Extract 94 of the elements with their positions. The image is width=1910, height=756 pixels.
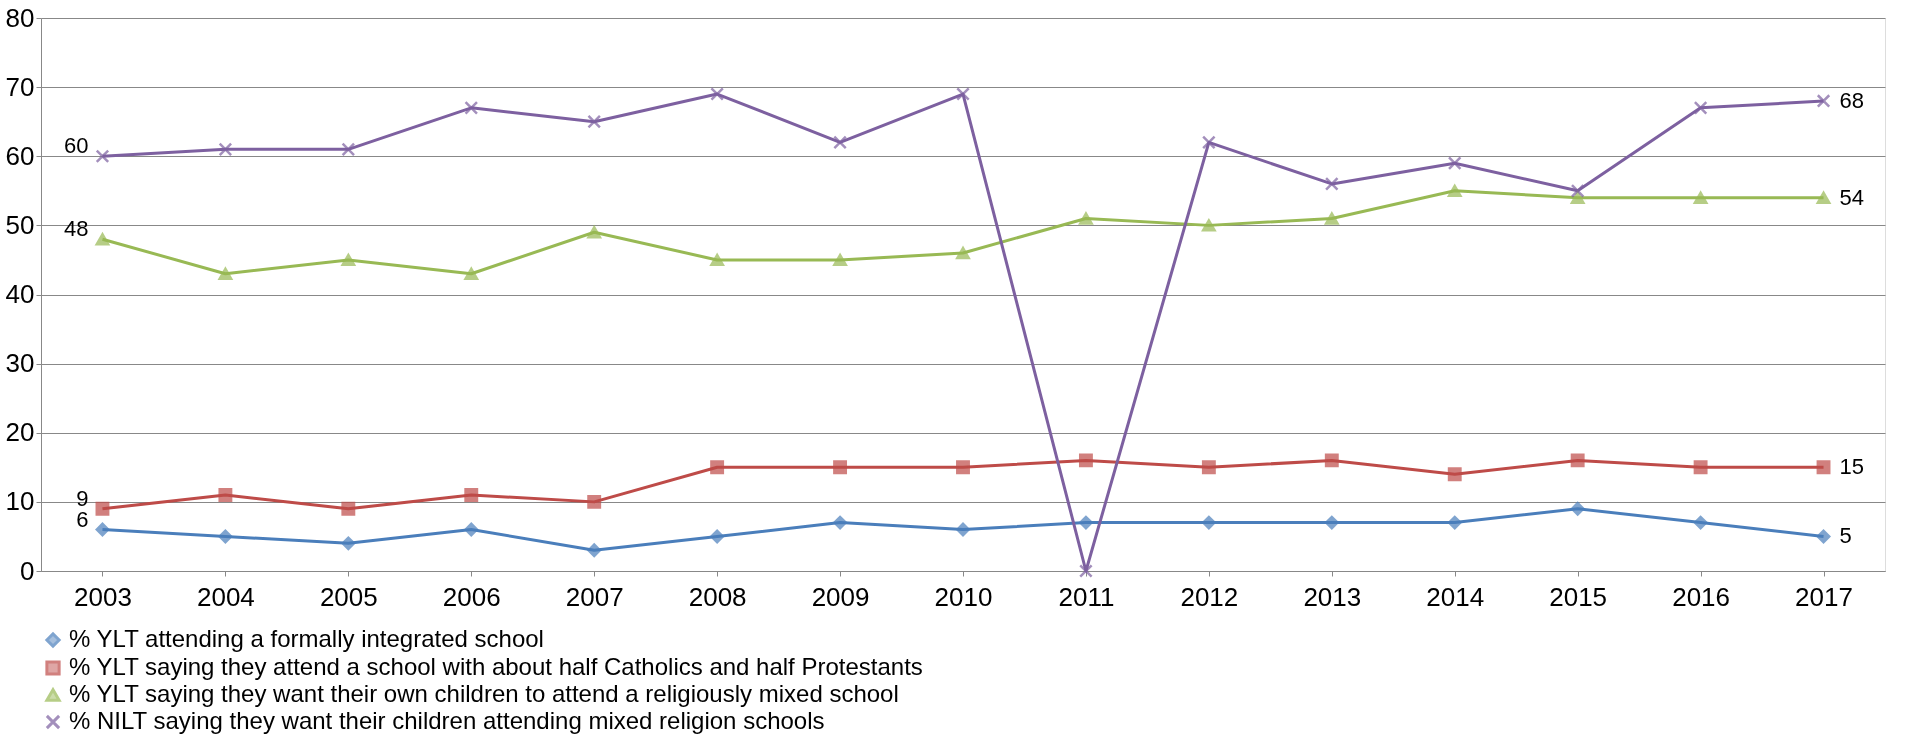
point <box>1447 156 1462 171</box>
point <box>218 267 233 280</box>
x-tick-label: 2015 <box>1549 581 1608 612</box>
point <box>464 100 479 115</box>
point <box>1324 453 1339 468</box>
x-tick-label: 2011 <box>1058 581 1115 612</box>
y-tick-label: 40 <box>5 279 35 309</box>
legend-label: % YLT saying they want their own children to attend a religiously mixed school <box>69 680 899 707</box>
point <box>710 87 725 101</box>
point <box>1324 515 1339 530</box>
point <box>341 253 356 267</box>
point <box>1816 529 1831 544</box>
y-tick-label: 30 <box>5 348 35 379</box>
point <box>1693 100 1708 115</box>
point <box>956 87 970 101</box>
data-label: 5 <box>1839 523 1852 549</box>
data-label: 15 <box>1839 454 1865 480</box>
point <box>1816 460 1831 475</box>
x-tick-label: 2009 <box>811 581 870 612</box>
point <box>1324 176 1339 191</box>
data-label: 54 <box>1839 184 1865 210</box>
x-tick-label: 2007 <box>565 581 624 612</box>
point <box>1693 191 1708 204</box>
point <box>464 522 479 537</box>
legend-label: % YLT saying they attend a school with about half Catholics and half Protestants <box>69 653 923 680</box>
data-label: 48 <box>63 216 89 242</box>
y-tick-label: 0 <box>20 555 35 586</box>
point <box>833 135 848 150</box>
data-label: 60 <box>63 133 89 159</box>
point <box>833 515 848 530</box>
point <box>95 501 110 516</box>
point <box>587 494 602 509</box>
point <box>1693 515 1708 530</box>
point <box>1078 515 1093 530</box>
point <box>1447 184 1462 197</box>
point <box>1201 460 1216 475</box>
point <box>1201 515 1216 530</box>
point <box>710 460 725 475</box>
point <box>464 267 479 280</box>
x-tick-label: 2010 <box>934 581 993 612</box>
x-tick-label: 2017 <box>1795 581 1853 612</box>
y-tick-label: 80 <box>5 2 35 33</box>
point <box>95 522 110 537</box>
point <box>833 460 848 475</box>
point <box>1570 191 1585 204</box>
point <box>1816 94 1831 108</box>
y-tick-label: 50 <box>5 209 35 240</box>
point <box>710 529 725 544</box>
x-tick-label: 2005 <box>319 581 378 612</box>
point <box>464 488 479 502</box>
data-label: 68 <box>1839 87 1865 113</box>
y-tick-label: 20 <box>5 417 35 448</box>
point <box>218 142 233 157</box>
point <box>587 226 602 239</box>
point <box>1201 135 1216 150</box>
legend-label: % YLT attending a formally integrated school <box>69 625 544 652</box>
point <box>218 529 233 544</box>
y-tick-label: 60 <box>5 140 35 171</box>
point <box>956 460 970 475</box>
point <box>1447 467 1462 482</box>
point <box>956 246 970 260</box>
point <box>1693 460 1708 475</box>
point <box>341 142 356 157</box>
point <box>1570 501 1585 516</box>
y-tick-label: 10 <box>5 486 35 517</box>
point <box>341 536 356 551</box>
point <box>95 149 110 164</box>
x-tick-label: 2008 <box>688 581 747 612</box>
point <box>1816 191 1831 204</box>
point <box>1078 212 1093 225</box>
x-tick-label: 2014 <box>1426 581 1485 612</box>
point <box>1570 453 1585 468</box>
x-tick-label: 2013 <box>1303 581 1362 612</box>
point <box>833 253 848 267</box>
legend-label: % NILT saying they want their children attending mixed religion schools <box>69 707 825 734</box>
point <box>1201 219 1216 232</box>
point <box>1447 515 1462 530</box>
point <box>1078 564 1093 578</box>
x-tick-label: 2016 <box>1672 581 1731 612</box>
point <box>587 543 602 558</box>
point <box>95 233 110 246</box>
point <box>1324 212 1339 225</box>
point <box>956 522 970 537</box>
x-tick-label: 2003 <box>74 581 132 612</box>
x-tick-label: 2012 <box>1180 581 1239 612</box>
point <box>1078 453 1093 468</box>
y-tick-label: 70 <box>5 71 35 102</box>
x-tick-label: 2004 <box>196 581 255 612</box>
point <box>587 114 602 129</box>
point <box>341 501 356 516</box>
point <box>710 253 725 267</box>
point <box>218 488 233 502</box>
x-tick-label: 2006 <box>442 581 501 612</box>
point <box>1570 183 1585 198</box>
